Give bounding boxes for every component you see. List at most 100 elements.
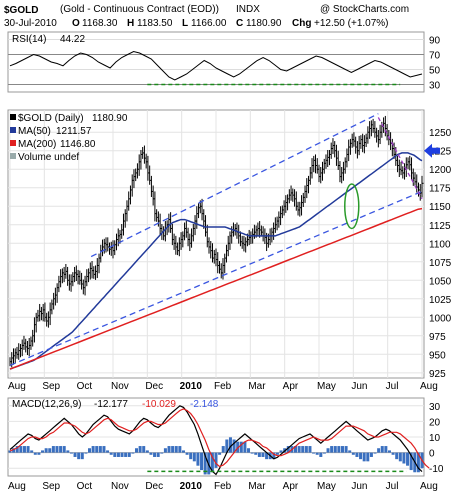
macd-hist-bar <box>214 452 218 468</box>
macd-hist-bar <box>106 450 110 453</box>
macd-hist-bar <box>232 439 236 453</box>
macd-hist-bar <box>174 446 178 453</box>
macd-hist-bar <box>319 452 323 457</box>
macd-hist-bar <box>406 452 410 466</box>
rsi-tick-label: 30 <box>429 81 441 92</box>
macd-hist-bar <box>19 446 23 453</box>
macd-hist-bar <box>55 446 59 453</box>
high-value: 1183.50 <box>137 18 173 29</box>
macd-month-axis: Aug Sep Oct Nov Dec 2010 Feb Mar Apr May Jun Jul Aug <box>8 481 438 492</box>
change-label: Chg <box>292 18 311 29</box>
legend-price-value: 1180.90 <box>92 113 128 124</box>
ma50-line <box>9 152 423 370</box>
macd-hist-bar <box>294 446 298 453</box>
macd-hist-bar <box>62 446 66 453</box>
macd-hist-bar <box>218 452 222 455</box>
macd-hist-bar <box>330 446 334 453</box>
macd-hist-bar <box>228 437 232 453</box>
macd-hist-bar <box>138 446 142 453</box>
macd-hist-bar <box>59 446 63 453</box>
macd-hist-bar <box>391 452 395 455</box>
price-tick-label: 1175 <box>429 184 451 195</box>
macd-hist-bar <box>333 446 337 453</box>
rsi-label: RSI(14) <box>12 34 46 45</box>
macd-hist-bar <box>362 452 366 462</box>
price-tick-label: 1125 <box>429 221 451 232</box>
macd-hist-bar <box>84 452 88 454</box>
macd-panel: -10 0 10 20 30 MACD(12,26,9) -12.177 -10.029… <box>7 397 444 477</box>
macd-hist-bar <box>366 452 370 462</box>
price-month-label: Mar <box>248 381 266 392</box>
hist-value: -2.148 <box>190 399 219 410</box>
price-month-label: Aug <box>8 381 26 392</box>
price-month-label: Aug <box>420 381 438 392</box>
macd-hist-bar <box>254 452 258 455</box>
price-tick-label: 1225 <box>429 147 452 158</box>
rsi-tick-label: 90 <box>429 36 441 47</box>
macd-hist-bar <box>142 446 146 453</box>
close-label: C <box>236 18 243 29</box>
price-tick-label: 1000 <box>429 313 452 324</box>
price-tick-label: 1200 <box>429 165 452 176</box>
macd-hist-bar <box>297 446 301 453</box>
macd-hist-bar <box>344 446 348 453</box>
macd-hist-bar <box>369 452 373 457</box>
macd-hist-bar <box>41 450 45 453</box>
macd-hist-bar <box>131 452 135 454</box>
macd-hist-bar <box>66 450 70 453</box>
price-tick-label: 975 <box>429 332 446 343</box>
macd-hist-bar <box>315 452 319 455</box>
price-month-axis: Aug Sep Oct Nov Dec 2010 Feb Mar Apr May Jun Jul Aug <box>8 381 438 392</box>
price-month-label: May <box>317 381 336 392</box>
low-label: L <box>182 18 188 29</box>
macd-month-label: Jun <box>351 481 367 492</box>
macd-hist-bar <box>265 452 269 460</box>
price-tick-label: 950 <box>429 350 446 361</box>
legend-swatch-price <box>10 114 16 120</box>
macd-hist-bar <box>326 448 330 453</box>
macd-hist-bar <box>196 452 200 466</box>
macd-month-label: Sep <box>42 481 60 492</box>
legend-ma50-label: MA(50) <box>18 126 51 137</box>
macd-hist-bar <box>95 446 99 453</box>
macd-hist-bar <box>88 448 92 453</box>
macd-hist-bar <box>98 446 102 453</box>
rsi-line <box>9 50 423 81</box>
price-tick-label: 1050 <box>429 276 452 287</box>
macd-month-label: Feb <box>214 481 232 492</box>
macd-hist-bar <box>348 450 352 453</box>
macd-hist-bar <box>69 452 73 454</box>
macd-hist-bar <box>116 452 120 457</box>
macd-hist-bar <box>145 450 149 453</box>
macd-hist-bar <box>80 452 84 460</box>
exchange-label: INDX <box>236 4 260 15</box>
highlight-ellipse <box>344 183 360 230</box>
macd-hist-bar <box>15 446 19 453</box>
macd-hist-bar <box>120 452 124 457</box>
rsi-panel: 30 50 70 90 RSI(14) 44.22 <box>7 31 441 93</box>
macd-hist-bar <box>156 452 160 457</box>
macd-hist-bar <box>279 450 283 453</box>
macd-hist-bar <box>286 446 290 453</box>
macd-hist-bar <box>203 452 207 475</box>
macd-hist-bar <box>380 446 384 453</box>
macd-hist-bar <box>312 452 316 454</box>
macd-tick-label: -10 <box>429 464 444 475</box>
macd-month-label: Apr <box>283 481 299 492</box>
high-label: H <box>127 18 134 29</box>
price-bars <box>9 115 424 368</box>
price-tick-label: 1250 <box>429 128 452 139</box>
macd-hist-bar <box>308 446 312 453</box>
price-month-label: Nov <box>111 381 129 392</box>
macd-hist-bar <box>12 448 16 453</box>
macd-hist-bar <box>171 446 175 453</box>
macd-hist-bar <box>134 448 138 453</box>
rsi-tick-label: 50 <box>429 66 441 77</box>
macd-hist-bar <box>275 452 279 455</box>
rsi-value: 44.22 <box>60 34 85 45</box>
macd-hist-bar <box>322 452 326 454</box>
price-tick-label: 1100 <box>429 239 451 250</box>
price-y-ticks: 925 950 975 1000 1025 1050 1075 1100 1125 1150 117… <box>429 128 452 380</box>
